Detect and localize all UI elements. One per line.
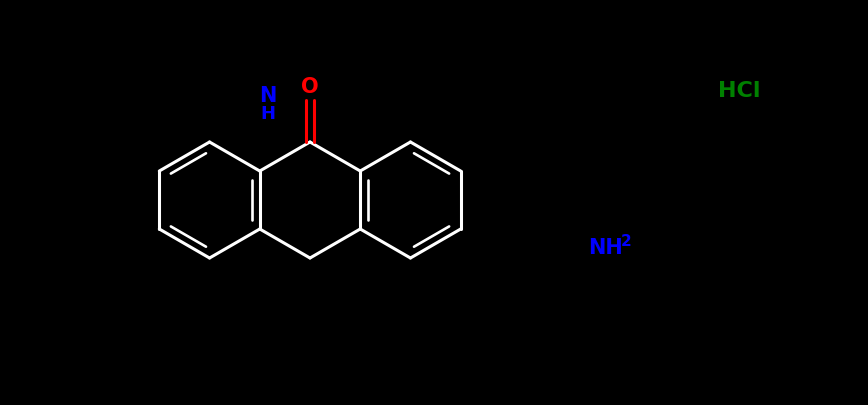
Text: H: H	[260, 105, 275, 123]
Text: N: N	[260, 86, 277, 106]
Text: 2: 2	[621, 234, 632, 249]
Text: NH: NH	[588, 237, 622, 257]
Text: HCl: HCl	[718, 81, 760, 101]
Text: O: O	[301, 77, 319, 97]
